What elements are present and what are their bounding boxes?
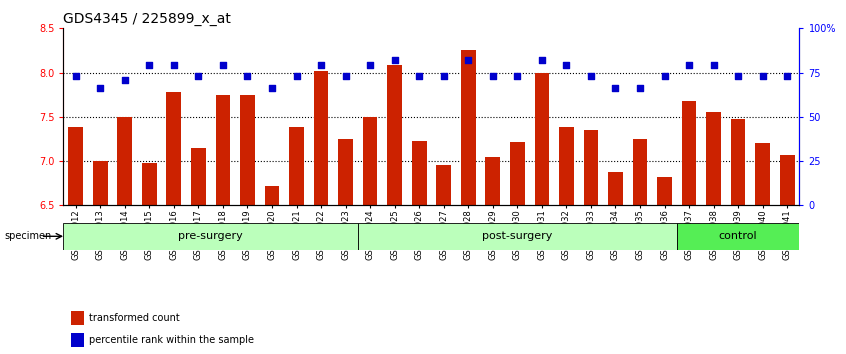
Bar [677,223,799,250]
Bar [682,101,696,205]
Bar [486,157,500,205]
Point [510,73,524,79]
Bar [167,92,181,205]
Bar [437,166,451,205]
Point [584,73,597,79]
Bar [780,155,794,205]
Point [118,77,131,82]
Point [167,63,180,68]
Point [240,73,254,79]
Bar [265,186,279,205]
Text: pre-surgery: pre-surgery [179,231,243,241]
Bar [191,148,206,205]
Point [486,73,499,79]
Point [780,73,794,79]
Point [387,57,401,63]
Point [338,73,352,79]
Point [731,73,744,79]
Text: percentile rank within the sample: percentile rank within the sample [89,335,254,346]
Point [706,63,720,68]
Point [289,73,303,79]
Point [69,73,82,79]
Bar [314,71,328,205]
Bar [358,223,677,250]
Bar [363,117,377,205]
Bar [657,177,672,205]
Point [682,63,695,68]
Point [461,57,475,63]
Bar [608,172,623,205]
Text: transformed count: transformed count [89,313,180,323]
Bar [63,223,358,250]
Bar [240,95,255,205]
Bar [461,51,475,205]
Bar [118,117,132,205]
Point [755,73,769,79]
Bar [71,312,84,325]
Bar [387,65,402,205]
Bar [216,95,230,205]
Bar [289,127,304,205]
Bar [535,73,549,205]
Point [535,57,548,63]
Bar [510,142,525,205]
Bar [584,130,598,205]
Bar [731,119,745,205]
Point [191,73,205,79]
Text: GDS4345 / 225899_x_at: GDS4345 / 225899_x_at [63,12,231,26]
Point [314,63,327,68]
Text: control: control [719,231,757,241]
Point [437,73,450,79]
Point [633,86,646,91]
Point [363,63,376,68]
Bar [71,333,84,347]
Bar [633,139,647,205]
Bar [142,163,157,205]
Point [142,63,156,68]
Text: post-surgery: post-surgery [482,231,552,241]
Bar [338,139,353,205]
Point [559,63,573,68]
Bar [93,161,107,205]
Bar [412,141,426,205]
Bar [706,113,721,205]
Bar [755,143,770,205]
Text: specimen: specimen [4,232,52,241]
Point [265,86,278,91]
Point [608,86,622,91]
Point [216,63,229,68]
Bar [69,127,83,205]
Point [93,86,107,91]
Bar [559,127,574,205]
Point [657,73,671,79]
Point [412,73,426,79]
